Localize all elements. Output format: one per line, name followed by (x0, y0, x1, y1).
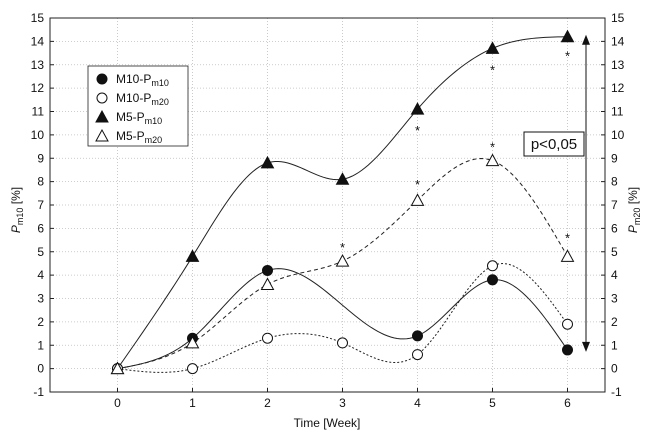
y-tick-label-left: 9 (37, 151, 44, 165)
y-tick-label-right: 0 (611, 362, 618, 376)
series-3-point (185, 249, 200, 262)
y-tick-label-left: 11 (32, 105, 45, 119)
series-2-point (562, 318, 573, 330)
series-1-point (412, 330, 423, 342)
y-tick-label-left: 12 (31, 81, 45, 95)
series-4-point (560, 249, 575, 262)
y-tick-label-left: 0 (37, 362, 44, 376)
legend-label-1: M10-Pm10 (116, 72, 169, 88)
y-tick-label-left: 15 (31, 11, 45, 25)
legend-marker-3 (95, 109, 109, 123)
significance-star: * (490, 62, 495, 77)
significance-star: * (490, 140, 495, 155)
legend-label-2: M10-Pm20 (116, 91, 169, 107)
y-tick-label-left: 1 (37, 338, 44, 352)
series-2-point (337, 337, 348, 349)
x-tick-label: 2 (264, 396, 271, 410)
y-tick-label-right: 4 (611, 268, 618, 282)
y-axis-right-title-main: P (626, 225, 640, 233)
y-tick-label-right: 14 (611, 34, 625, 48)
significance-annotation: p<0,05 (523, 34, 590, 352)
y-tick-label-right: 9 (611, 151, 618, 165)
y-tick-label-right: 11 (611, 105, 624, 119)
markers (110, 29, 575, 375)
y-tick-label-right: 7 (611, 198, 618, 212)
y-tick-label-left: 8 (37, 175, 44, 189)
series-4-point (260, 277, 275, 290)
y-tick-label-left: 3 (37, 292, 44, 306)
series-2-point (412, 349, 423, 361)
legend-label-3: M5-Pm10 (116, 110, 162, 126)
significance-star: * (415, 123, 420, 138)
y-tick-label-right: 5 (611, 245, 618, 259)
series-3-point (335, 172, 350, 185)
y-tick-label-left: 7 (37, 198, 44, 212)
y-tick-label-left: 6 (37, 221, 44, 235)
significance-stars: * * * * * * * (340, 48, 570, 255)
y-axis-left-title: Pm10 [%] (9, 187, 25, 233)
x-tick-label: 4 (414, 396, 421, 410)
y-tick-label-right: 2 (611, 315, 618, 329)
y-tick-label-right: 12 (611, 81, 625, 95)
y-tick-label-left: 5 (37, 245, 44, 259)
series-2-point (187, 363, 198, 375)
y-tick-label-right: 3 (611, 292, 618, 306)
legend-marker-2 (96, 92, 108, 104)
y-tick-label-left: 4 (37, 268, 44, 282)
series-1-point (562, 344, 573, 356)
series-3-point (410, 102, 425, 115)
significance-star: * (340, 240, 345, 255)
y-tick-label-right: -1 (611, 385, 622, 399)
series-1-point (262, 264, 273, 276)
series-4-point (485, 153, 500, 167)
significance-star: * (415, 177, 420, 192)
significance-star: * (565, 231, 570, 246)
x-tick-label: 0 (114, 396, 121, 410)
series-4-point (410, 193, 425, 206)
x-axis-title: Time [Week] (294, 416, 361, 430)
y-tick-label-left: 14 (31, 34, 45, 48)
y-tick-label-right: 1 (611, 338, 618, 352)
y-tick-label-right: 13 (611, 58, 625, 72)
series-3-point (260, 155, 275, 169)
x-tick-label: 5 (489, 396, 496, 410)
legend: M10-Pm10 M10-Pm20 M5-Pm10 M5-Pm20 (87, 65, 189, 147)
y-axis-right-title: Pm20 [%] (626, 187, 642, 233)
y-tick-label-right: 8 (611, 175, 618, 189)
y-tick-label-right: 6 (611, 221, 618, 235)
y-tick-label-left: -1 (33, 385, 44, 399)
x-tick-label: 6 (564, 396, 571, 410)
y-axis-left-title-main: P (9, 225, 23, 233)
series-4-point (110, 361, 125, 375)
y-tick-label-right: 15 (611, 11, 625, 25)
y-axis-left-title-unit: [%] (9, 187, 23, 208)
series-1-point (487, 274, 498, 286)
y-tick-label-left: 2 (37, 315, 44, 329)
series-3-point (560, 29, 575, 43)
y-tick-label-left: 10 (31, 128, 45, 142)
series-3-point (485, 41, 500, 54)
y-tick-label-left: 13 (31, 58, 45, 72)
series-2-point (262, 332, 273, 344)
significance-star: * (565, 48, 570, 63)
x-tick-label: 1 (189, 396, 196, 410)
series-4-point (335, 254, 350, 267)
series-4-point (185, 335, 200, 349)
annotation-text: p<0,05 (531, 136, 577, 153)
annotation-arrow-head-top (582, 34, 590, 45)
annotation-arrow-head-bottom (582, 341, 590, 352)
legend-label-4: M5-Pm20 (116, 129, 162, 145)
y-axis-right-title-unit: [%] (626, 187, 640, 208)
series-2-point (487, 260, 498, 272)
x-tick-label: 3 (339, 396, 346, 410)
y-axis-right-title-sub: m20 (632, 208, 642, 226)
legend-marker-1 (96, 73, 108, 85)
y-tick-label-right: 10 (611, 128, 625, 142)
legend-marker-4 (95, 128, 109, 142)
y-axis-left-title-sub: m10 (15, 208, 25, 226)
annotation-box (523, 131, 585, 157)
